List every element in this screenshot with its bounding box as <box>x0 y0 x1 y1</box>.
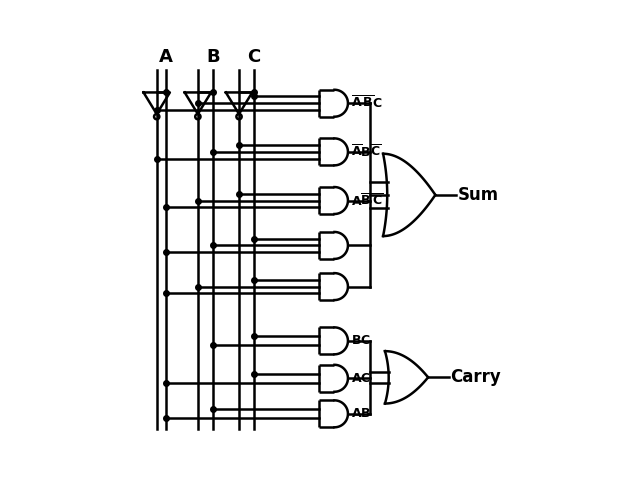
Text: $\mathbf{BC}$: $\mathbf{BC}$ <box>351 334 371 347</box>
Text: Sum: Sum <box>458 186 499 204</box>
Text: $\mathbf{AC}$: $\mathbf{AC}$ <box>351 372 371 385</box>
Text: $\mathbf{A\overline{B}\,\overline{C}}$: $\mathbf{A\overline{B}\,\overline{C}}$ <box>351 192 383 208</box>
Text: B: B <box>206 48 219 66</box>
Text: $\mathbf{\overline{A}\,\overline{B}C}$: $\mathbf{\overline{A}\,\overline{B}C}$ <box>351 95 383 111</box>
Text: A: A <box>159 48 173 66</box>
Text: $\mathbf{\overline{A}B\overline{C}}$: $\mathbf{\overline{A}B\overline{C}}$ <box>351 144 382 160</box>
Text: $\mathbf{AB}$: $\mathbf{AB}$ <box>351 407 371 420</box>
Text: C: C <box>248 48 261 66</box>
Text: Carry: Carry <box>450 368 501 386</box>
